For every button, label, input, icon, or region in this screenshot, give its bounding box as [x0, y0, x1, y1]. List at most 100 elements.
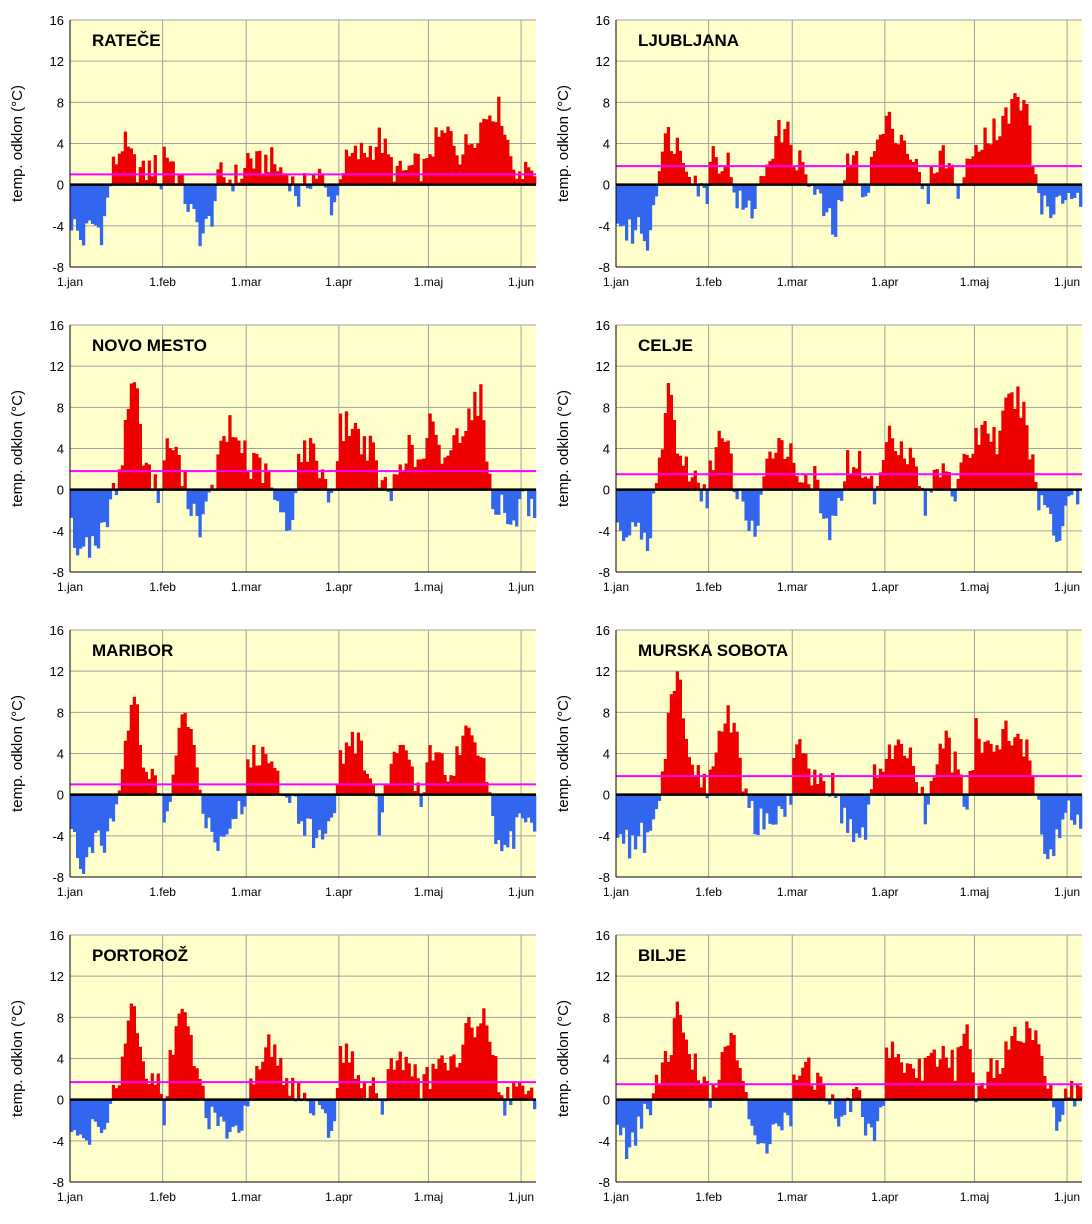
daily-anomaly-bar — [965, 794, 969, 810]
daily-anomaly-bar — [777, 794, 781, 807]
daily-anomaly-bar — [980, 752, 984, 795]
daily-anomaly-bar — [485, 781, 489, 795]
daily-anomaly-bar — [171, 1054, 175, 1100]
daily-anomaly-bar — [201, 1085, 205, 1100]
daily-anomaly-bar — [464, 134, 468, 185]
daily-anomaly-bar — [374, 146, 378, 185]
x-tick-label: 1.mar — [777, 1190, 808, 1204]
daily-anomaly-bar — [726, 440, 730, 490]
daily-anomaly-bar — [681, 465, 686, 490]
daily-anomaly-bar — [521, 179, 525, 185]
daily-anomaly-bar — [84, 184, 89, 224]
daily-anomaly-bar — [932, 173, 936, 185]
x-tick-label: 1.mar — [231, 885, 262, 899]
daily-anomaly-bar — [774, 1099, 778, 1124]
daily-anomaly-bar — [530, 794, 534, 823]
daily-anomaly-bar — [1076, 489, 1080, 505]
daily-anomaly-bar — [204, 184, 208, 219]
daily-anomaly-bar — [252, 168, 256, 185]
daily-anomaly-bar — [90, 1099, 95, 1120]
daily-anomaly-bar — [461, 1044, 465, 1100]
y-tick-label: 8 — [603, 1010, 610, 1025]
daily-anomaly-bar — [267, 763, 271, 795]
daily-anomaly-bar — [660, 449, 665, 490]
daily-anomaly-bar — [174, 446, 178, 490]
daily-anomaly-bar — [633, 489, 638, 527]
daily-anomaly-bar — [893, 745, 898, 795]
daily-anomaly-bar — [72, 184, 77, 220]
daily-anomaly-bar — [300, 462, 304, 490]
daily-anomaly-bar — [192, 184, 196, 210]
daily-anomaly-bar — [678, 150, 683, 185]
daily-anomaly-bar — [723, 165, 727, 185]
daily-anomaly-bar — [980, 149, 984, 185]
daily-anomaly-bar — [789, 443, 793, 490]
daily-anomaly-bar — [642, 1099, 647, 1104]
daily-anomaly-bar — [204, 489, 208, 502]
x-tick-label: 1.feb — [149, 1190, 176, 1204]
daily-anomaly-bar — [428, 1089, 432, 1100]
daily-anomaly-bar — [783, 129, 787, 185]
daily-anomaly-bar — [237, 794, 241, 801]
daily-anomaly-bar — [425, 762, 429, 795]
daily-anomaly-bar — [723, 723, 727, 795]
daily-anomaly-bar — [669, 694, 674, 795]
daily-anomaly-bar — [156, 489, 160, 503]
daily-anomaly-bar — [84, 1099, 89, 1141]
daily-anomaly-bar — [902, 140, 907, 185]
daily-anomaly-bar — [341, 441, 346, 490]
daily-anomaly-bar — [111, 1085, 116, 1100]
x-tick-label: 1.jun — [1054, 580, 1080, 594]
daily-anomaly-bar — [774, 794, 778, 825]
daily-anomaly-bar — [311, 794, 316, 849]
daily-anomaly-bar — [171, 450, 175, 490]
daily-anomaly-bar — [780, 1099, 784, 1131]
daily-anomaly-bar — [383, 783, 387, 795]
daily-anomaly-bar — [126, 730, 131, 795]
daily-anomaly-bar — [282, 173, 286, 185]
daily-anomaly-bar — [1079, 794, 1083, 829]
daily-anomaly-bar — [902, 1072, 907, 1100]
daily-anomaly-bar — [180, 714, 184, 795]
daily-anomaly-bar — [332, 1099, 337, 1122]
daily-anomaly-bar — [392, 751, 396, 795]
daily-anomaly-bar — [1013, 408, 1017, 490]
daily-anomaly-bar — [90, 184, 95, 224]
daily-anomaly-bar — [1064, 1088, 1068, 1100]
daily-anomaly-bar — [681, 718, 686, 795]
daily-anomaly-bar — [443, 457, 447, 490]
daily-anomaly-bar — [890, 128, 895, 185]
daily-anomaly-bar — [1013, 737, 1017, 795]
daily-anomaly-bar — [819, 489, 823, 514]
daily-anomaly-bar — [470, 143, 474, 185]
daily-anomaly-bar — [198, 184, 202, 247]
daily-anomaly-bar — [732, 722, 736, 795]
daily-anomaly-bar — [932, 1049, 936, 1100]
daily-anomaly-bar — [1037, 184, 1041, 194]
daily-anomaly-bar — [165, 438, 169, 490]
daily-anomaly-bar — [291, 176, 295, 185]
daily-anomaly-bar — [105, 794, 110, 832]
daily-anomaly-bar — [1013, 93, 1017, 185]
x-tick-label: 1.jun — [508, 275, 534, 289]
daily-anomaly-bar — [168, 794, 172, 802]
daily-anomaly-bar — [998, 749, 1002, 795]
daily-anomaly-bar — [96, 184, 101, 228]
y-tick-label: 16 — [50, 13, 64, 28]
daily-anomaly-bar — [285, 794, 289, 798]
daily-anomaly-bar — [750, 794, 754, 801]
daily-anomaly-bar — [210, 1099, 214, 1107]
daily-anomaly-bar — [633, 794, 638, 850]
daily-anomaly-bar — [78, 489, 83, 549]
daily-anomaly-bar — [705, 184, 709, 205]
daily-anomaly-bar — [753, 794, 757, 835]
daily-anomaly-bar — [75, 794, 80, 859]
daily-anomaly-bar — [639, 184, 644, 234]
daily-anomaly-bar — [1076, 794, 1080, 815]
daily-anomaly-bar — [111, 156, 116, 185]
daily-anomaly-bar — [639, 489, 644, 540]
daily-anomaly-bar — [476, 143, 480, 185]
daily-anomaly-bar — [956, 769, 960, 795]
daily-anomaly-bar — [672, 1018, 677, 1100]
daily-anomaly-bar — [270, 761, 274, 795]
